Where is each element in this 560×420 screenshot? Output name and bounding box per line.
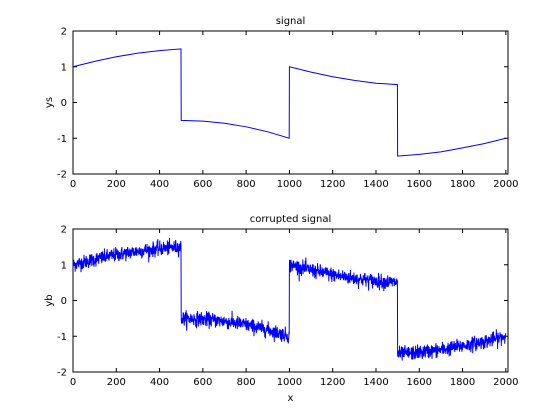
signal-marks	[72, 48, 506, 157]
signal-plot-frame	[72, 30, 509, 175]
corrupted-signal-axes: corrupted signal yb x 0 200 400 600 800 1000 1…	[44, 214, 519, 404]
corrupted-signal-xtick-label: 1200	[320, 377, 345, 388]
signal-axes: signal ys 0 200 400 600 800 1000 1200 1400 1600 1…	[44, 16, 519, 190]
signal-ytick-label: -1	[57, 134, 67, 145]
signal-xtick-label: 1800	[450, 179, 475, 190]
signal-ytick-label: 1	[61, 62, 67, 73]
signal-xtick-label: 0	[70, 179, 76, 190]
signal-ytick-label: 2	[61, 27, 67, 38]
signal-xtick-label: 800	[237, 179, 256, 190]
corrupted-signal-ylabel: yb	[44, 294, 55, 306]
signal-xtick-label: 200	[107, 179, 126, 190]
signal-xtick-label: 400	[150, 179, 169, 190]
corrupted-signal-ticks: 0 200 400 600 800 1000 1200 1400 1600 1800 2000 -2 -…	[57, 225, 519, 389]
corrupted-signal-xtick-label: 0	[70, 377, 76, 388]
corrupted-signal-title: corrupted signal	[250, 214, 332, 225]
signal-xtick-label: 1400	[363, 179, 388, 190]
corrupted-signal-xtick-label: 1800	[450, 377, 475, 388]
corrupted-signal-ytick-label: -1	[57, 332, 67, 343]
corrupted-signal-xtick-label: 400	[150, 377, 169, 388]
corrupted-signal-xtick-label: 1400	[363, 377, 388, 388]
signal-xtick-label: 2000	[493, 179, 518, 190]
signal-ytick-label: 0	[61, 98, 67, 109]
signal-xtick-label: 600	[193, 179, 212, 190]
corrupted-signal-xtick-label: 600	[193, 377, 212, 388]
corrupted-signal-xtick-label: 2000	[493, 377, 518, 388]
signal-xtick-label: 1200	[320, 179, 345, 190]
signal-title: signal	[276, 16, 306, 27]
signal-ylabel: ys	[44, 97, 55, 108]
signal-xtick-label: 1000	[277, 179, 302, 190]
corrupted-signal-xtick-label: 1600	[407, 377, 432, 388]
corrupted-signal-xtick-label: 800	[237, 377, 256, 388]
corrupted-signal-ytick-label: 2	[61, 225, 67, 236]
corrupted-signal-xtick-label: 200	[107, 377, 126, 388]
signal-xtick-label: 1600	[407, 179, 432, 190]
corrupted-signal-marks	[72, 237, 507, 361]
corrupted-signal-series-line	[72, 237, 507, 361]
signal-ytick-label: -2	[57, 170, 67, 181]
signal-series-line	[72, 48, 506, 157]
corrupted-signal-xlabel: x	[288, 393, 294, 404]
corrupted-signal-ytick-label: 0	[61, 296, 67, 307]
signal-ticks: 0 200 400 600 800 1000 1200 1400 1600 1800 2000 -2 -…	[57, 27, 519, 191]
corrupted-signal-ytick-label: 1	[61, 260, 67, 271]
corrupted-signal-xtick-label: 1000	[277, 377, 302, 388]
corrupted-signal-ytick-label: -2	[57, 368, 67, 379]
